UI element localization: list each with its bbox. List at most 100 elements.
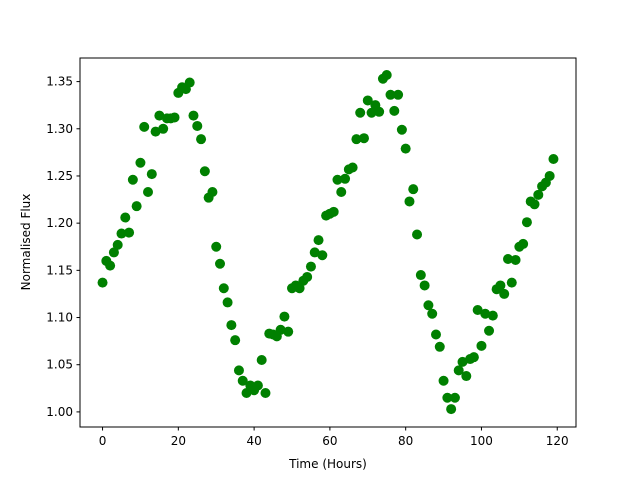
y-tick-label: 1.20 [46, 216, 73, 230]
point [226, 320, 237, 331]
point [317, 250, 328, 261]
y-tick-label: 1.30 [46, 122, 73, 136]
point [199, 166, 210, 177]
point [533, 189, 544, 200]
point [419, 280, 430, 291]
point [389, 105, 400, 116]
x-tick-label: 60 [322, 434, 337, 448]
point [275, 324, 286, 335]
point [116, 228, 127, 239]
point [97, 277, 108, 288]
x-tick-label: 100 [470, 434, 493, 448]
point [252, 380, 263, 391]
point [506, 277, 517, 288]
point [385, 89, 396, 100]
point [548, 153, 559, 164]
point [237, 375, 248, 386]
point [427, 308, 438, 319]
point [332, 174, 343, 185]
point [283, 326, 294, 337]
point [230, 335, 241, 346]
x-tick-label: 20 [171, 434, 186, 448]
point [366, 107, 377, 118]
point [434, 341, 445, 352]
point [442, 392, 453, 403]
point [294, 283, 305, 294]
point [487, 310, 498, 321]
point [313, 235, 324, 246]
point [305, 261, 316, 272]
point [150, 126, 161, 137]
point [139, 121, 150, 132]
point [340, 173, 351, 184]
axes-frame [79, 57, 577, 428]
point [358, 133, 369, 144]
point [135, 157, 146, 168]
point [143, 187, 154, 198]
point [480, 308, 491, 319]
point [256, 354, 267, 365]
point [108, 247, 119, 258]
point [430, 329, 441, 340]
point [457, 356, 468, 367]
point [207, 187, 218, 198]
point [302, 271, 313, 282]
x-tick-label: 0 [99, 434, 107, 448]
point [309, 247, 320, 258]
x-tick-label: 120 [546, 434, 569, 448]
point [131, 201, 142, 212]
point [400, 143, 411, 154]
point [355, 107, 366, 118]
point [521, 217, 532, 228]
point [518, 238, 529, 249]
point [260, 388, 271, 399]
point [423, 300, 434, 311]
point [279, 311, 290, 322]
point [412, 229, 423, 240]
point [393, 89, 404, 100]
point [169, 112, 180, 123]
point [408, 184, 419, 195]
y-tick-label: 1.25 [46, 169, 73, 183]
point [154, 110, 165, 121]
point [510, 254, 521, 265]
point [362, 95, 373, 106]
point [502, 254, 513, 265]
point [124, 227, 135, 238]
plot-area [97, 69, 559, 415]
y-tick-label: 1.35 [46, 75, 73, 89]
point [192, 120, 203, 131]
point [222, 297, 233, 308]
point [415, 270, 426, 281]
point [449, 392, 460, 403]
point [438, 375, 449, 386]
point [461, 371, 472, 382]
point [529, 199, 540, 210]
point [127, 174, 138, 185]
point [544, 170, 555, 181]
y-axis-label: Normalised Flux [19, 194, 33, 291]
y-tick-label: 1.10 [46, 311, 73, 325]
point [476, 340, 487, 351]
point [215, 258, 226, 269]
point [472, 304, 483, 315]
point [351, 134, 362, 145]
point [233, 365, 244, 376]
point [453, 365, 464, 376]
point [218, 283, 229, 294]
point [446, 404, 457, 415]
x-axis-label: Time (Hours) [288, 457, 367, 471]
point [328, 206, 339, 217]
point [112, 239, 123, 250]
point [396, 124, 407, 135]
point [188, 110, 199, 121]
point [158, 123, 169, 134]
y-tick-label: 1.05 [46, 358, 73, 372]
point [336, 187, 347, 198]
point [484, 325, 495, 336]
y-tick-label: 1.15 [46, 263, 73, 277]
y-tick-label: 1.00 [46, 405, 73, 419]
point [347, 162, 358, 173]
point [495, 280, 506, 291]
